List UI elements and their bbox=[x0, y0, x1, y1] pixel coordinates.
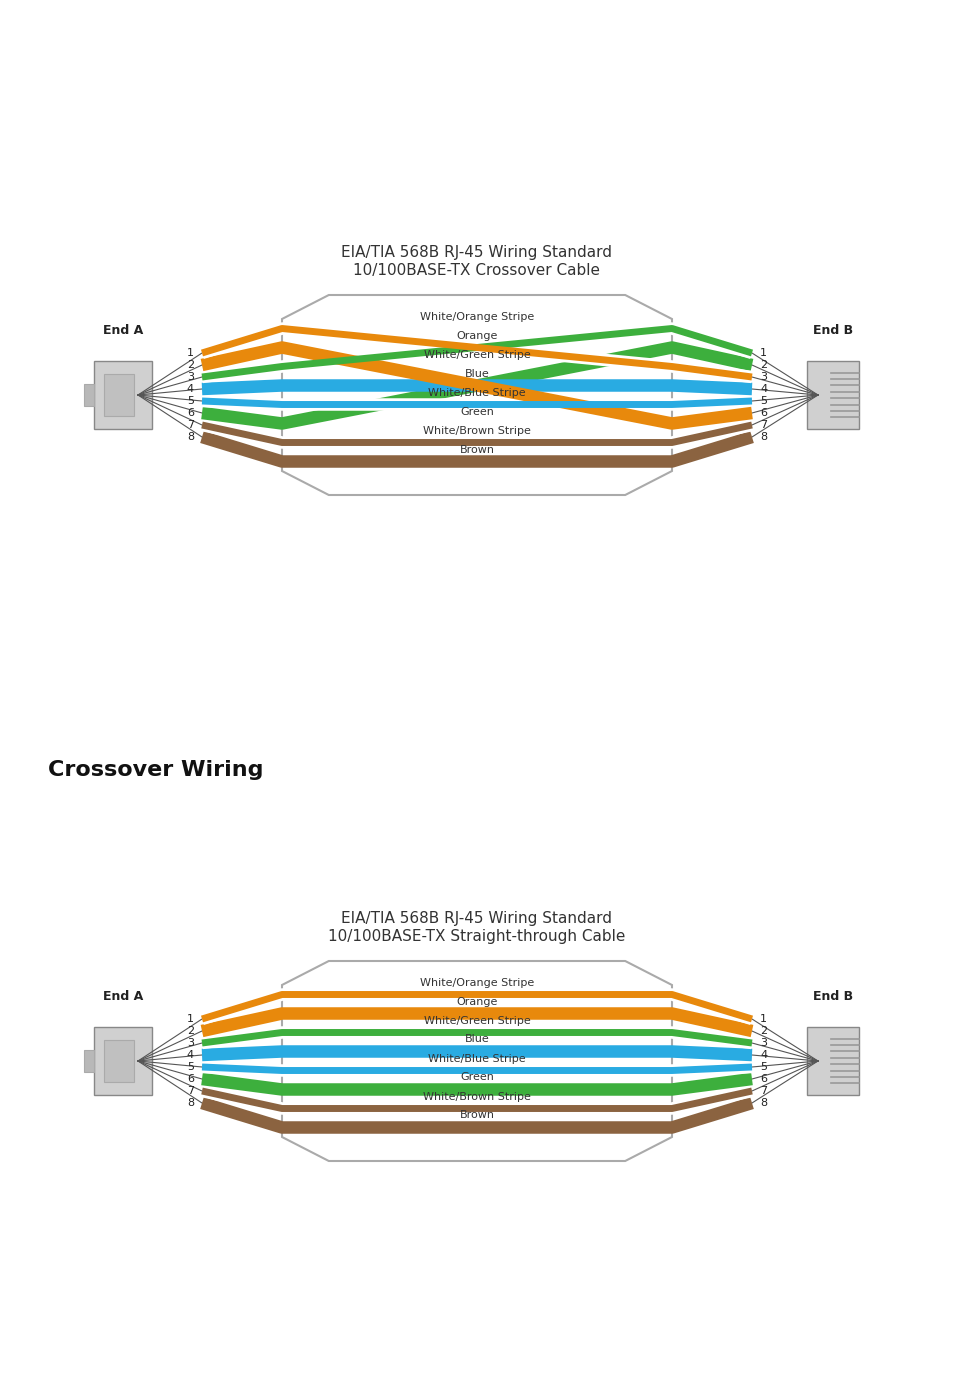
Text: 3: 3 bbox=[760, 372, 766, 382]
Text: 10/100BASE-TX Straight-through Cable: 10/100BASE-TX Straight-through Cable bbox=[328, 929, 625, 944]
Text: 5: 5 bbox=[187, 1062, 193, 1072]
Text: 7: 7 bbox=[760, 421, 766, 430]
Text: 1: 1 bbox=[760, 1015, 766, 1024]
Text: White/Green Stripe: White/Green Stripe bbox=[423, 1016, 530, 1026]
FancyBboxPatch shape bbox=[84, 1049, 94, 1072]
Text: 5: 5 bbox=[187, 396, 193, 407]
FancyBboxPatch shape bbox=[84, 384, 94, 407]
Text: 4: 4 bbox=[760, 384, 766, 394]
Text: 3: 3 bbox=[187, 372, 193, 382]
Text: Orange: Orange bbox=[456, 997, 497, 1006]
Text: White/Brown Stripe: White/Brown Stripe bbox=[422, 426, 531, 436]
Text: White/Orange Stripe: White/Orange Stripe bbox=[419, 977, 534, 987]
Text: 4: 4 bbox=[760, 1049, 766, 1060]
Text: White/Orange Stripe: White/Orange Stripe bbox=[419, 311, 534, 322]
Text: 8: 8 bbox=[187, 1098, 193, 1108]
Text: End A: End A bbox=[103, 323, 143, 337]
Text: Green: Green bbox=[459, 1073, 494, 1083]
Text: Blue: Blue bbox=[464, 368, 489, 379]
Text: 3: 3 bbox=[187, 1038, 193, 1048]
Text: 7: 7 bbox=[760, 1085, 766, 1097]
Text: 1: 1 bbox=[187, 1015, 193, 1024]
Text: 3: 3 bbox=[760, 1038, 766, 1048]
Text: 8: 8 bbox=[760, 1098, 766, 1108]
Text: 4: 4 bbox=[187, 384, 193, 394]
FancyBboxPatch shape bbox=[806, 1027, 858, 1095]
Text: End B: End B bbox=[812, 990, 852, 1004]
Text: 6: 6 bbox=[760, 408, 766, 418]
Text: Crossover Wiring: Crossover Wiring bbox=[48, 761, 263, 780]
Text: Brown: Brown bbox=[459, 444, 494, 454]
Text: Blue: Blue bbox=[464, 1034, 489, 1045]
Text: 2: 2 bbox=[187, 1026, 193, 1035]
Text: 8: 8 bbox=[187, 432, 193, 441]
Text: 10/100BASE-TX Crossover Cable: 10/100BASE-TX Crossover Cable bbox=[354, 262, 599, 278]
Text: 7: 7 bbox=[187, 1085, 193, 1097]
Text: 1: 1 bbox=[187, 348, 193, 358]
Text: Green: Green bbox=[459, 407, 494, 416]
FancyBboxPatch shape bbox=[104, 373, 133, 416]
FancyBboxPatch shape bbox=[94, 1027, 152, 1095]
Text: 6: 6 bbox=[187, 1074, 193, 1084]
Text: White/Brown Stripe: White/Brown Stripe bbox=[422, 1091, 531, 1102]
Text: 2: 2 bbox=[760, 1026, 766, 1035]
Text: Orange: Orange bbox=[456, 330, 497, 340]
Text: 1: 1 bbox=[760, 348, 766, 358]
Text: 5: 5 bbox=[760, 396, 766, 407]
Text: 6: 6 bbox=[760, 1074, 766, 1084]
Text: Brown: Brown bbox=[459, 1110, 494, 1120]
Text: 2: 2 bbox=[187, 359, 193, 371]
Text: 5: 5 bbox=[760, 1062, 766, 1072]
Text: White/Blue Stripe: White/Blue Stripe bbox=[428, 1053, 525, 1063]
Text: White/Blue Stripe: White/Blue Stripe bbox=[428, 387, 525, 397]
Text: EIA/TIA 568B RJ-45 Wiring Standard: EIA/TIA 568B RJ-45 Wiring Standard bbox=[341, 911, 612, 926]
Text: 4: 4 bbox=[187, 1049, 193, 1060]
Text: 2: 2 bbox=[760, 359, 766, 371]
Text: End B: End B bbox=[812, 323, 852, 337]
FancyBboxPatch shape bbox=[94, 361, 152, 429]
Text: EIA/TIA 568B RJ-45 Wiring Standard: EIA/TIA 568B RJ-45 Wiring Standard bbox=[341, 246, 612, 260]
Text: 6: 6 bbox=[187, 408, 193, 418]
Text: White/Green Stripe: White/Green Stripe bbox=[423, 350, 530, 359]
FancyBboxPatch shape bbox=[104, 1040, 133, 1083]
Text: 8: 8 bbox=[760, 432, 766, 441]
FancyBboxPatch shape bbox=[806, 361, 858, 429]
Text: 7: 7 bbox=[187, 421, 193, 430]
Text: End A: End A bbox=[103, 990, 143, 1004]
